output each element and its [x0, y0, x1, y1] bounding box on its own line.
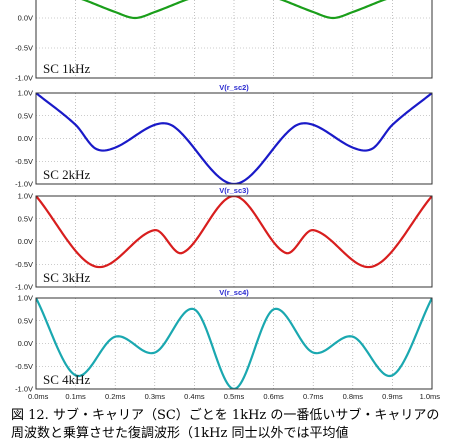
x-tick-label: 0.9ms: [382, 392, 403, 401]
y-tick-label: 1.0V: [18, 294, 33, 303]
y-tick-label: -1.0V: [15, 180, 33, 189]
series-line: [36, 196, 432, 269]
plot-frame: [35, 0, 433, 79]
x-tick-label: 0.1ms: [65, 392, 86, 401]
y-tick-label: -1.0V: [15, 74, 33, 83]
y-tick-label: 0.0V: [18, 134, 33, 143]
y-tick-label: 1.0V: [18, 192, 33, 201]
x-tick-label: 1.0ms: [420, 392, 441, 401]
plot-frame: [35, 195, 433, 288]
chart-panel-4: 1.0V 0.5V 0.0V -0.5V -1.0V V(r_sc4) SC 4kHz 0.0…: [15, 288, 440, 401]
waveform-figure: 0.0V -0.5V -1.0V SC 1kHz 1.0V 0.5V 0.0V -0.5V -1…: [15, 0, 440, 401]
x-tick-label: 0.4ms: [184, 392, 205, 401]
sc-label: SC 4kHz: [43, 372, 91, 387]
y-tick-label: 0.5V: [18, 214, 33, 223]
y-tick-label: -0.5V: [15, 157, 33, 166]
y-tick-label: -0.5V: [15, 362, 33, 371]
series-line: [81, 0, 387, 20]
x-tick-label: 0.2ms: [105, 392, 126, 401]
y-tick-label: -0.5V: [15, 44, 33, 53]
y-tick-label: -1.0V: [15, 283, 33, 292]
y-tick-label: 0.5V: [18, 316, 33, 325]
y-tick-label: 0.5V: [18, 111, 33, 120]
series-line: [36, 93, 432, 184]
panel-title: V(r_sc2): [219, 83, 249, 92]
y-tick-label: -0.5V: [15, 260, 33, 269]
x-tick-label: 0.7ms: [303, 392, 324, 401]
x-tick-label: 0.8ms: [343, 392, 364, 401]
chart-panel-3: 1.0V 0.5V 0.0V -0.5V -1.0V V(r_sc3) SC 3kHz: [15, 186, 433, 292]
series-line: [36, 298, 432, 389]
chart-panel-2: 1.0V 0.5V 0.0V -0.5V -1.0V V(r_sc2) SC 2kHz: [15, 83, 433, 189]
y-tick-label: 0.0V: [18, 237, 33, 246]
y-tick-label: 1.0V: [18, 89, 33, 98]
x-tick-label: 0.3ms: [145, 392, 166, 401]
y-tick-label: 0.0V: [18, 339, 33, 348]
figure-caption: 図 12. サブ・キャリア（SC）ごとを 1kHz の一番低いサブ・キャリアの周…: [11, 408, 440, 441]
y-tick-label: -1.0V: [15, 385, 33, 394]
chart-panel-1: 0.0V -0.5V -1.0V SC 1kHz: [15, 0, 433, 83]
sc-label: SC 3kHz: [43, 270, 91, 285]
plot-frame: [35, 92, 433, 185]
sc-label: SC 2kHz: [43, 167, 91, 182]
x-tick-label: 0.0ms: [28, 392, 49, 401]
plot-frame: [35, 297, 433, 390]
sc-label: SC 1kHz: [43, 61, 91, 76]
panel-title: V(r_sc3): [219, 186, 249, 195]
x-tick-label: 0.5ms: [224, 392, 245, 401]
x-tick-label: 0.6ms: [263, 392, 284, 401]
y-tick-label: 0.0V: [18, 14, 33, 23]
panel-title: V(r_sc4): [219, 288, 249, 297]
